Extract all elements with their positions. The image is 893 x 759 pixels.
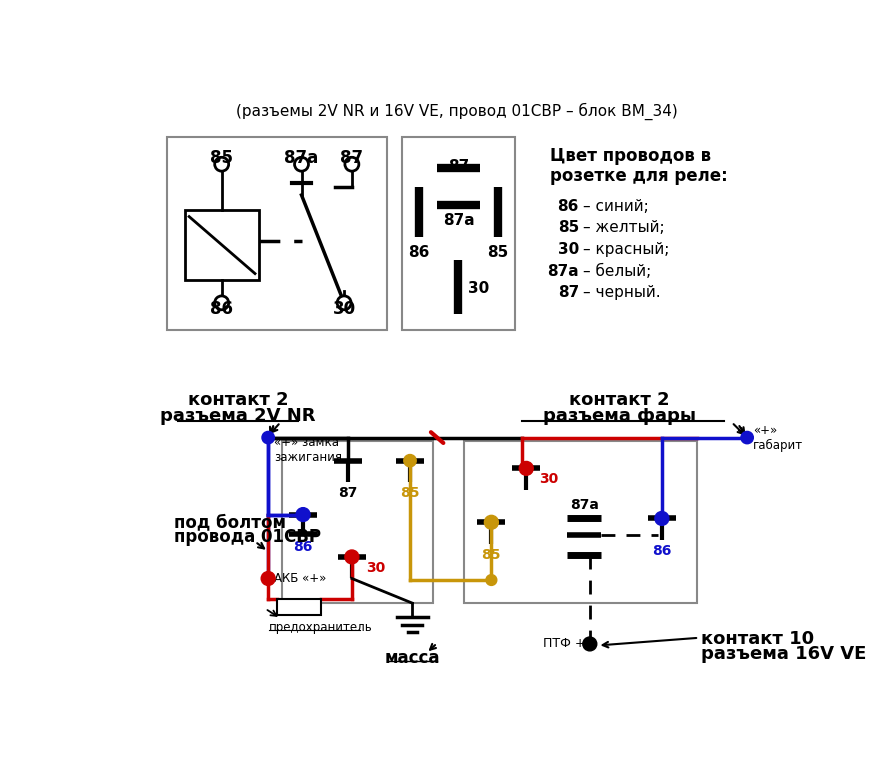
Text: – синий;: – синий; bbox=[583, 199, 648, 214]
Text: 85: 85 bbox=[210, 149, 233, 167]
Circle shape bbox=[262, 431, 274, 444]
Text: 30: 30 bbox=[558, 242, 579, 257]
Circle shape bbox=[655, 512, 669, 525]
Text: 86: 86 bbox=[409, 245, 430, 260]
Bar bbox=[277, 600, 321, 615]
Circle shape bbox=[214, 157, 229, 172]
Circle shape bbox=[486, 575, 497, 585]
Bar bbox=[282, 442, 433, 603]
Text: 86: 86 bbox=[294, 540, 313, 554]
Text: под болтом: под болтом bbox=[173, 513, 286, 531]
Text: – красный;: – красный; bbox=[583, 242, 669, 257]
Circle shape bbox=[345, 550, 359, 564]
Text: 86: 86 bbox=[557, 199, 579, 214]
Text: 30: 30 bbox=[332, 301, 355, 318]
Text: 30: 30 bbox=[366, 561, 385, 575]
Text: контакт 2: контакт 2 bbox=[188, 392, 288, 409]
Text: 30: 30 bbox=[468, 282, 489, 297]
Text: 87a: 87a bbox=[547, 263, 579, 279]
Text: 86: 86 bbox=[210, 301, 233, 318]
Text: 87a: 87a bbox=[284, 149, 319, 167]
Text: 87: 87 bbox=[558, 285, 579, 300]
Circle shape bbox=[519, 461, 533, 475]
Text: 85: 85 bbox=[400, 486, 420, 500]
Text: 85: 85 bbox=[481, 548, 501, 562]
Bar bbox=[185, 210, 259, 280]
Text: 30: 30 bbox=[538, 472, 558, 487]
Text: контакт 2: контакт 2 bbox=[569, 392, 670, 409]
Text: АКБ «+»: АКБ «+» bbox=[274, 572, 327, 585]
Circle shape bbox=[338, 296, 351, 310]
Text: Цвет проводов в
розетке для реле:: Цвет проводов в розетке для реле: bbox=[549, 146, 727, 185]
Text: разъема 2V NR: разъема 2V NR bbox=[160, 407, 316, 425]
Circle shape bbox=[295, 157, 308, 172]
Text: – черный.: – черный. bbox=[583, 285, 661, 300]
Text: ПТФ +: ПТФ + bbox=[544, 638, 586, 650]
Text: провода 01СВР: провода 01СВР bbox=[173, 528, 321, 546]
Text: разъема 16V VE: разъема 16V VE bbox=[701, 645, 866, 663]
Circle shape bbox=[583, 637, 597, 651]
Circle shape bbox=[484, 515, 498, 529]
Bar bbox=[464, 442, 697, 603]
Text: предохранитель: предохранитель bbox=[269, 621, 372, 634]
Text: – белый;: – белый; bbox=[583, 263, 651, 279]
Text: – желтый;: – желтый; bbox=[583, 220, 664, 235]
Circle shape bbox=[296, 508, 310, 521]
Text: (разъемы 2V NR и 16V VE, провод 01СВР – блок BM_34): (разъемы 2V NR и 16V VE, провод 01СВР – … bbox=[237, 102, 678, 120]
Bar bbox=[402, 137, 514, 329]
Circle shape bbox=[741, 431, 754, 444]
Text: 87: 87 bbox=[340, 149, 363, 167]
Text: масса: масса bbox=[385, 650, 440, 667]
Circle shape bbox=[214, 296, 229, 310]
Text: 86: 86 bbox=[652, 544, 672, 558]
Circle shape bbox=[261, 572, 275, 585]
Text: 85: 85 bbox=[558, 220, 579, 235]
Text: 87a: 87a bbox=[570, 498, 599, 512]
Text: 87a: 87a bbox=[443, 213, 474, 228]
Text: 87: 87 bbox=[447, 159, 469, 175]
Circle shape bbox=[404, 455, 416, 467]
Bar bbox=[167, 137, 387, 329]
Circle shape bbox=[345, 157, 359, 172]
Text: «+» замка
зажигания: «+» замка зажигания bbox=[274, 436, 342, 464]
Text: контакт 10: контакт 10 bbox=[701, 630, 814, 648]
Text: 85: 85 bbox=[487, 245, 508, 260]
Text: 15А: 15А bbox=[285, 600, 313, 613]
Text: разъема фары: разъема фары bbox=[543, 407, 696, 425]
Text: «+»
габарит: «+» габарит bbox=[754, 424, 804, 452]
Text: 87: 87 bbox=[338, 486, 358, 500]
